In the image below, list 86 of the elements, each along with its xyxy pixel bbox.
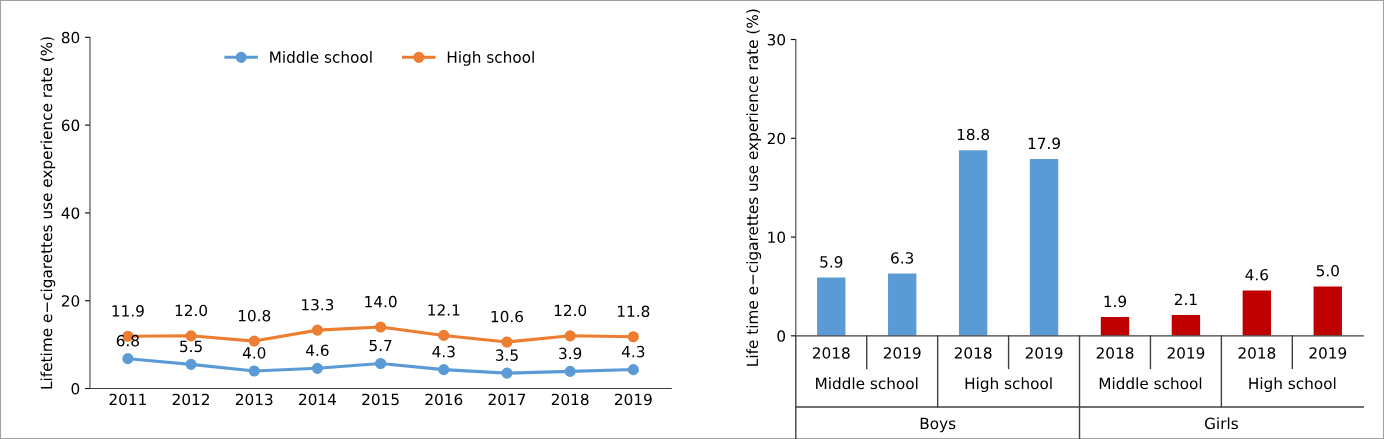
x-tick-label: 2018 <box>551 393 589 406</box>
x-tick-label: 2019 <box>1167 347 1205 359</box>
point <box>375 357 387 370</box>
point <box>564 365 576 377</box>
point <box>185 358 197 370</box>
x-tick-label: 2018 <box>1238 347 1276 359</box>
bar <box>888 273 917 336</box>
text: Girls <box>1204 417 1238 430</box>
point <box>311 362 323 374</box>
data-label: 11.8 <box>618 305 650 318</box>
x-tick-label: 2018 <box>1096 347 1134 359</box>
y-tick-label: 0 <box>777 330 786 342</box>
y-tick-label: 30 <box>767 33 786 46</box>
point <box>438 364 450 376</box>
point <box>248 365 260 377</box>
bar <box>1313 286 1342 336</box>
legend-label: High school <box>447 51 534 66</box>
legend-label: Middle school <box>270 51 372 63</box>
data-label: 4.0 <box>242 347 266 359</box>
text: Middle school <box>816 377 918 390</box>
bar <box>1242 290 1272 336</box>
data-label: 2.1 <box>1174 293 1197 305</box>
data-label: 12.0 <box>554 304 587 317</box>
y-axis-title: Lifetime e−cigarettes use experience rate (%) <box>40 37 56 389</box>
data-label: 5.7 <box>369 339 392 352</box>
text: High school <box>1249 377 1336 393</box>
y-tick-label: 0 <box>71 382 80 395</box>
data-label: 4.6 <box>1245 268 1269 281</box>
point <box>627 331 639 343</box>
x-tick-label: 2017 <box>488 393 526 406</box>
data-label: 5.9 <box>820 256 843 268</box>
y-tick-label: 80 <box>61 31 80 44</box>
x-tick-label: 2011 <box>109 393 146 406</box>
x-tick-label: 2019 <box>883 347 921 359</box>
point <box>311 324 323 336</box>
y-tick-label: 20 <box>61 295 80 307</box>
data-label: 12.0 <box>175 304 208 317</box>
data-label: 14.0 <box>365 295 397 308</box>
point <box>248 335 260 347</box>
y-tick-label: 40 <box>61 207 80 219</box>
data-label: 3.9 <box>559 347 582 360</box>
data-label: 10.8 <box>238 309 271 322</box>
bar <box>1029 159 1059 336</box>
y-axis-title: Life time e−cigarettes use experience rate (%) <box>746 9 762 366</box>
data-label: 4.3 <box>621 345 645 358</box>
x-tick-label: 2019 <box>1309 347 1347 359</box>
point <box>122 353 134 365</box>
point <box>564 330 576 342</box>
data-label: 4.6 <box>306 344 329 357</box>
point <box>501 336 513 348</box>
y-tick-label: 60 <box>61 119 80 132</box>
data-label: 13.3 <box>302 298 334 311</box>
x-tick-label: 2016 <box>425 393 463 406</box>
data-label: 17.9 <box>1028 137 1060 150</box>
data-label: 11.9 <box>112 305 144 317</box>
bar <box>1171 315 1201 336</box>
x-tick-label: 2018 <box>812 347 850 359</box>
bar <box>817 277 846 336</box>
data-label: 3.5 <box>495 349 518 361</box>
data-label: 6.8 <box>116 334 139 347</box>
bar <box>1100 317 1130 336</box>
x-tick-label: 2019 <box>615 393 652 406</box>
y-tick-label: 10 <box>768 231 786 244</box>
data-label: 12.1 <box>428 304 460 316</box>
point <box>501 367 513 379</box>
data-label: 10.6 <box>491 310 524 323</box>
x-tick-label: 2015 <box>362 393 399 406</box>
x-tick-label: 2012 <box>172 393 209 406</box>
data-label: 5.5 <box>180 340 202 353</box>
text: High school <box>965 377 1052 393</box>
point <box>438 329 450 341</box>
data-label: 4.3 <box>432 345 455 358</box>
point <box>375 321 387 333</box>
data-label: 1.9 <box>1104 295 1127 308</box>
y-tick-label: 20 <box>767 132 786 145</box>
data-label: 6.3 <box>891 252 914 264</box>
text: Boys <box>920 417 956 433</box>
text: Middle school <box>1099 377 1202 390</box>
bar <box>958 150 988 336</box>
x-tick-label: 2014 <box>299 393 336 406</box>
x-tick-label: 2019 <box>1025 347 1063 359</box>
point <box>627 364 639 376</box>
x-tick-label: 2013 <box>235 393 273 406</box>
data-label: 18.8 <box>957 128 990 141</box>
data-label: 5.0 <box>1316 264 1339 277</box>
x-tick-label: 2018 <box>954 347 992 359</box>
